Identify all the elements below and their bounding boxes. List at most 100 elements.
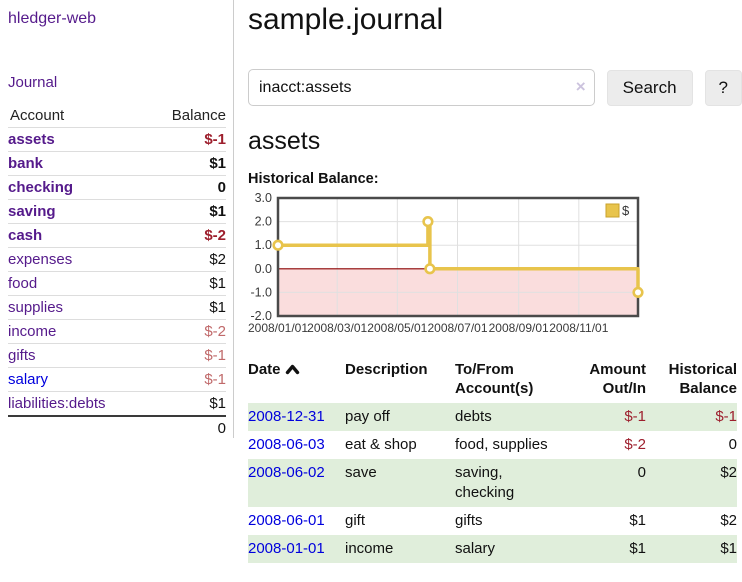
account-link[interactable]: checking	[8, 179, 74, 196]
account-link[interactable]: assets	[8, 131, 55, 148]
transaction-date-link[interactable]: 2008-12-31	[248, 408, 325, 425]
svg-text:2008/01/01: 2008/01/01	[248, 321, 308, 335]
transaction-accounts: debts	[455, 408, 492, 425]
account-link[interactable]: supplies	[8, 299, 64, 316]
account-row: checking 0	[8, 175, 226, 200]
transaction-historical-balance: $2	[720, 512, 737, 529]
sidebar-divider	[233, 0, 234, 438]
accounts-total-value: 0	[217, 420, 226, 437]
app-title-link[interactable]: hledger-web	[8, 10, 97, 27]
amount-column-header: Amount Out/In	[589, 361, 646, 397]
transaction-date-link[interactable]: 2008-06-03	[248, 436, 325, 453]
chart-title: Historical Balance:	[248, 171, 379, 187]
accounts-column-header: To/From Account(s)	[455, 361, 534, 397]
account-link[interactable]: gifts	[8, 347, 36, 364]
account-row: expenses $2	[8, 247, 226, 272]
legend-swatch	[605, 203, 620, 218]
legend-label: $	[622, 203, 630, 218]
transaction-row: 2008-06-01 gift gifts $1 $2	[248, 507, 737, 535]
svg-text:0.0: 0.0	[255, 262, 272, 276]
main-content: sample.journal × Search ? assets Histori…	[248, 0, 742, 563]
account-balance: $-2	[204, 227, 226, 244]
account-balance: $1	[209, 155, 226, 172]
account-link[interactable]: saving	[8, 203, 56, 220]
svg-text:-1.0: -1.0	[250, 285, 272, 299]
account-row: income $-2	[8, 319, 226, 344]
svg-text:2008/05/01: 2008/05/01	[367, 321, 427, 335]
account-balance: $2	[209, 251, 226, 268]
account-row: liabilities:debts $1	[8, 391, 226, 417]
account-link[interactable]: income	[8, 323, 57, 340]
transaction-date-link[interactable]: 2008-06-01	[248, 512, 325, 529]
transaction-amount: $1	[629, 540, 646, 557]
svg-text:1.0: 1.0	[255, 238, 272, 252]
sort-ascending-icon	[285, 364, 299, 375]
description-column-header: Description	[345, 361, 428, 378]
svg-text:2008/11/01: 2008/11/01	[549, 321, 608, 335]
transaction-date-link[interactable]: 2008-06-02	[248, 464, 325, 481]
transaction-accounts: food, supplies	[455, 436, 548, 453]
account-row: assets $-1	[8, 127, 226, 152]
transaction-historical-balance: $-1	[715, 408, 737, 425]
transaction-accounts: salary	[455, 540, 496, 557]
transaction-row: 2008-06-02 save saving, checking 0 $2	[248, 459, 737, 507]
account-balance: $1	[209, 203, 226, 220]
clear-search-icon[interactable]: ×	[575, 77, 586, 96]
svg-text:2008/07/01: 2008/07/01	[427, 321, 487, 335]
account-balance: $-1	[204, 371, 226, 388]
register-header-row: Date Description To/From Account(s) Amou…	[248, 358, 737, 403]
account-link[interactable]: cash	[8, 227, 43, 244]
transaction-historical-balance: $1	[720, 540, 737, 557]
account-balance: $1	[209, 395, 226, 412]
account-link[interactable]: salary	[8, 371, 49, 388]
account-balance: $-2	[204, 323, 226, 340]
search-input[interactable]	[248, 69, 595, 106]
account-row: food $1	[8, 271, 226, 296]
transaction-historical-balance: $2	[720, 464, 737, 481]
historical-balance-chart: $3.0 2.0 1.0 0.0 -1.0 -2.0 2008/01/01 2008/03/0…	[248, 191, 742, 349]
account-heading: assets	[248, 127, 321, 155]
transaction-date-link[interactable]: 2008-01-01	[248, 540, 325, 557]
account-balance: $1	[209, 299, 226, 316]
account-link[interactable]: bank	[8, 155, 44, 172]
transaction-description: gift	[345, 512, 366, 529]
sidebar: hledger-web Journal Account Balance asse…	[0, 0, 233, 440]
search-bar: × Search ?	[248, 69, 742, 106]
transaction-accounts: saving, checking	[455, 464, 515, 501]
account-row: supplies $1	[8, 295, 226, 320]
svg-text:2008/09/01: 2008/09/01	[489, 321, 549, 335]
search-button[interactable]: Search	[606, 69, 693, 106]
historical-column-header: Historical Balance	[668, 361, 737, 397]
transaction-accounts: gifts	[455, 512, 483, 529]
account-row: gifts $-1	[8, 343, 226, 368]
account-row: salary $-1	[8, 367, 226, 392]
balance-column-header: Balance	[171, 107, 226, 124]
account-balance: $1	[209, 275, 226, 292]
account-column-header: Account	[10, 107, 65, 124]
transaction-row: 2008-06-03 eat & shop food, supplies $-2…	[248, 431, 737, 459]
svg-text:-2.0: -2.0	[250, 309, 272, 323]
account-balance: $-1	[204, 347, 226, 364]
svg-text:2008/03/01: 2008/03/01	[307, 321, 367, 335]
transaction-historical-balance: 0	[728, 436, 737, 453]
help-button[interactable]: ?	[704, 69, 742, 106]
date-column-header[interactable]: Date	[248, 358, 345, 403]
transaction-description: save	[345, 464, 377, 481]
transaction-amount: $1	[629, 512, 646, 529]
accounts-total-row: 0	[8, 416, 226, 440]
transaction-row: 2008-01-01 income salary $1 $1	[248, 535, 737, 563]
transaction-description: eat & shop	[345, 436, 417, 453]
search-input-wrap: ×	[248, 69, 595, 106]
journal-link[interactable]: Journal	[8, 74, 58, 91]
transaction-amount: $-2	[624, 436, 646, 453]
transaction-description: pay off	[345, 408, 390, 425]
register-table: Date Description To/From Account(s) Amou…	[248, 358, 737, 563]
account-link[interactable]: expenses	[8, 251, 73, 268]
account-link[interactable]: food	[8, 275, 38, 292]
svg-text:2.0: 2.0	[255, 215, 272, 229]
svg-text:3.0: 3.0	[255, 192, 272, 205]
account-link[interactable]: liabilities:debts	[8, 395, 106, 412]
page-title: sample.journal	[248, 3, 444, 36]
